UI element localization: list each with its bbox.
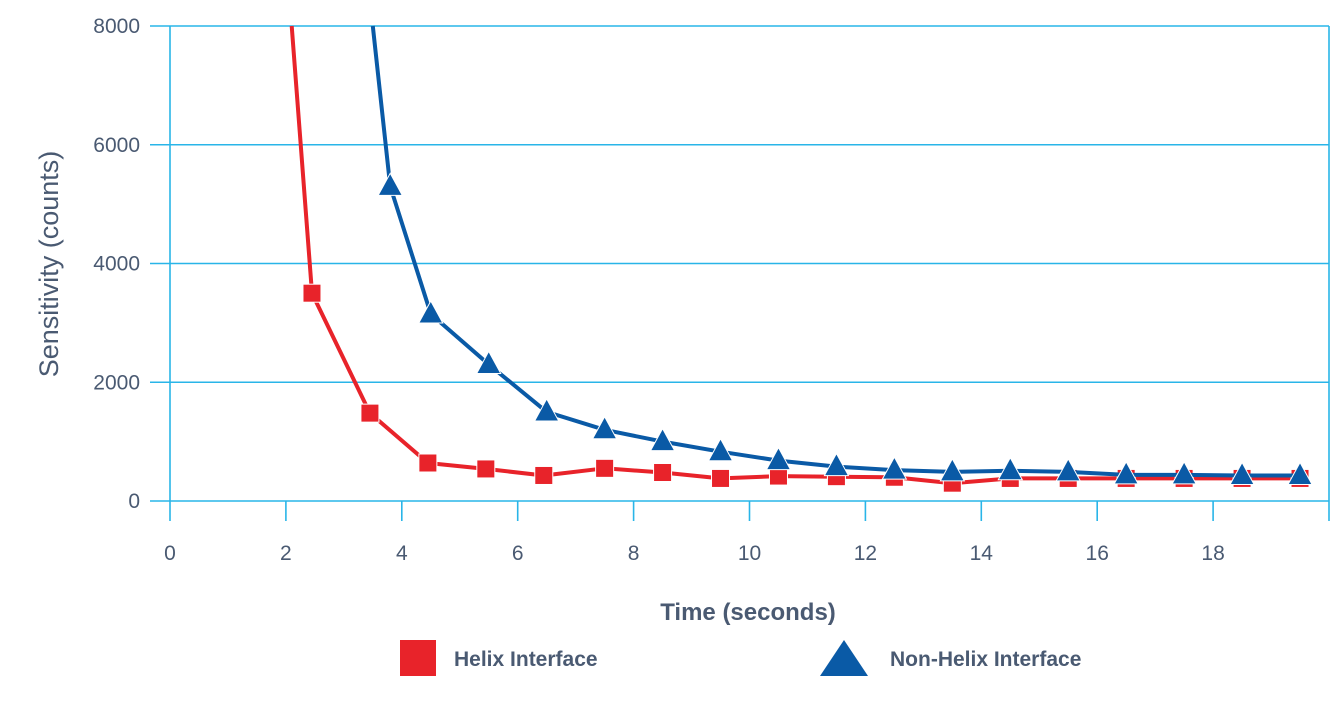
series-layer bbox=[289, 25, 1313, 493]
data-point-triangle bbox=[823, 452, 850, 477]
series-helix bbox=[289, 25, 1310, 493]
data-point-square bbox=[534, 465, 554, 485]
data-point-triangle bbox=[707, 437, 734, 462]
data-point-triangle bbox=[533, 397, 560, 422]
data-point-square bbox=[711, 468, 731, 488]
data-point-triangle bbox=[881, 456, 908, 480]
data-point-triangle bbox=[649, 427, 676, 452]
y-tick-label: 0 bbox=[128, 490, 140, 513]
x-tick-label: 12 bbox=[854, 542, 877, 565]
data-point-triangle bbox=[1171, 460, 1197, 485]
data-point-triangle bbox=[1287, 461, 1313, 485]
data-point-triangle bbox=[765, 446, 792, 471]
x-tick-label: 14 bbox=[970, 542, 994, 565]
y-axis-title: Sensitivity (counts) bbox=[34, 151, 64, 378]
grid-lines bbox=[150, 25, 1330, 521]
legend-marker-square bbox=[400, 640, 436, 676]
legend-label: Helix Interface bbox=[454, 648, 598, 671]
x-axis-title: Time (seconds) bbox=[660, 599, 836, 626]
data-point-square bbox=[418, 453, 438, 473]
legend-label: Non-Helix Interface bbox=[890, 648, 1081, 671]
data-point-triangle bbox=[417, 299, 444, 324]
y-tick-label: 6000 bbox=[93, 134, 140, 157]
y-tick-label: 2000 bbox=[93, 371, 140, 394]
x-tick-label: 0 bbox=[164, 542, 176, 565]
y-axis-ticks: 0 2000 4000 6000 8000 bbox=[93, 15, 140, 513]
y-tick-label: 4000 bbox=[93, 253, 140, 276]
data-point-triangle bbox=[1113, 460, 1140, 485]
x-tick-label: 2 bbox=[280, 542, 292, 565]
x-tick-label: 16 bbox=[1086, 542, 1109, 565]
data-point-square bbox=[302, 283, 322, 303]
series-non-helix bbox=[370, 25, 1313, 485]
data-point-triangle bbox=[475, 350, 502, 374]
data-point-square bbox=[595, 458, 615, 478]
data-point-triangle bbox=[591, 415, 618, 440]
data-point-square bbox=[360, 403, 380, 423]
x-tick-label: 18 bbox=[1201, 542, 1224, 565]
data-point-square bbox=[476, 459, 496, 479]
x-tick-label: 8 bbox=[628, 542, 640, 565]
x-tick-label: 10 bbox=[738, 542, 761, 565]
x-tick-label: 6 bbox=[512, 542, 524, 565]
series-line bbox=[370, 25, 1300, 478]
x-axis-ticks: 0 2 4 6 8 10 12 14 16 18 bbox=[164, 542, 1225, 565]
legend: Helix Interface Non-Helix Interface bbox=[400, 640, 1081, 676]
data-point-triangle bbox=[939, 457, 966, 482]
data-point-triangle bbox=[377, 172, 404, 196]
data-point-square bbox=[653, 463, 673, 482]
x-tick-label: 4 bbox=[396, 542, 408, 565]
data-point-triangle bbox=[1055, 457, 1082, 482]
data-point-triangle bbox=[1229, 461, 1255, 485]
legend-marker-triangle bbox=[820, 640, 868, 676]
y-tick-label: 8000 bbox=[93, 15, 140, 38]
series-line bbox=[289, 25, 1300, 486]
data-point-triangle bbox=[997, 456, 1024, 481]
